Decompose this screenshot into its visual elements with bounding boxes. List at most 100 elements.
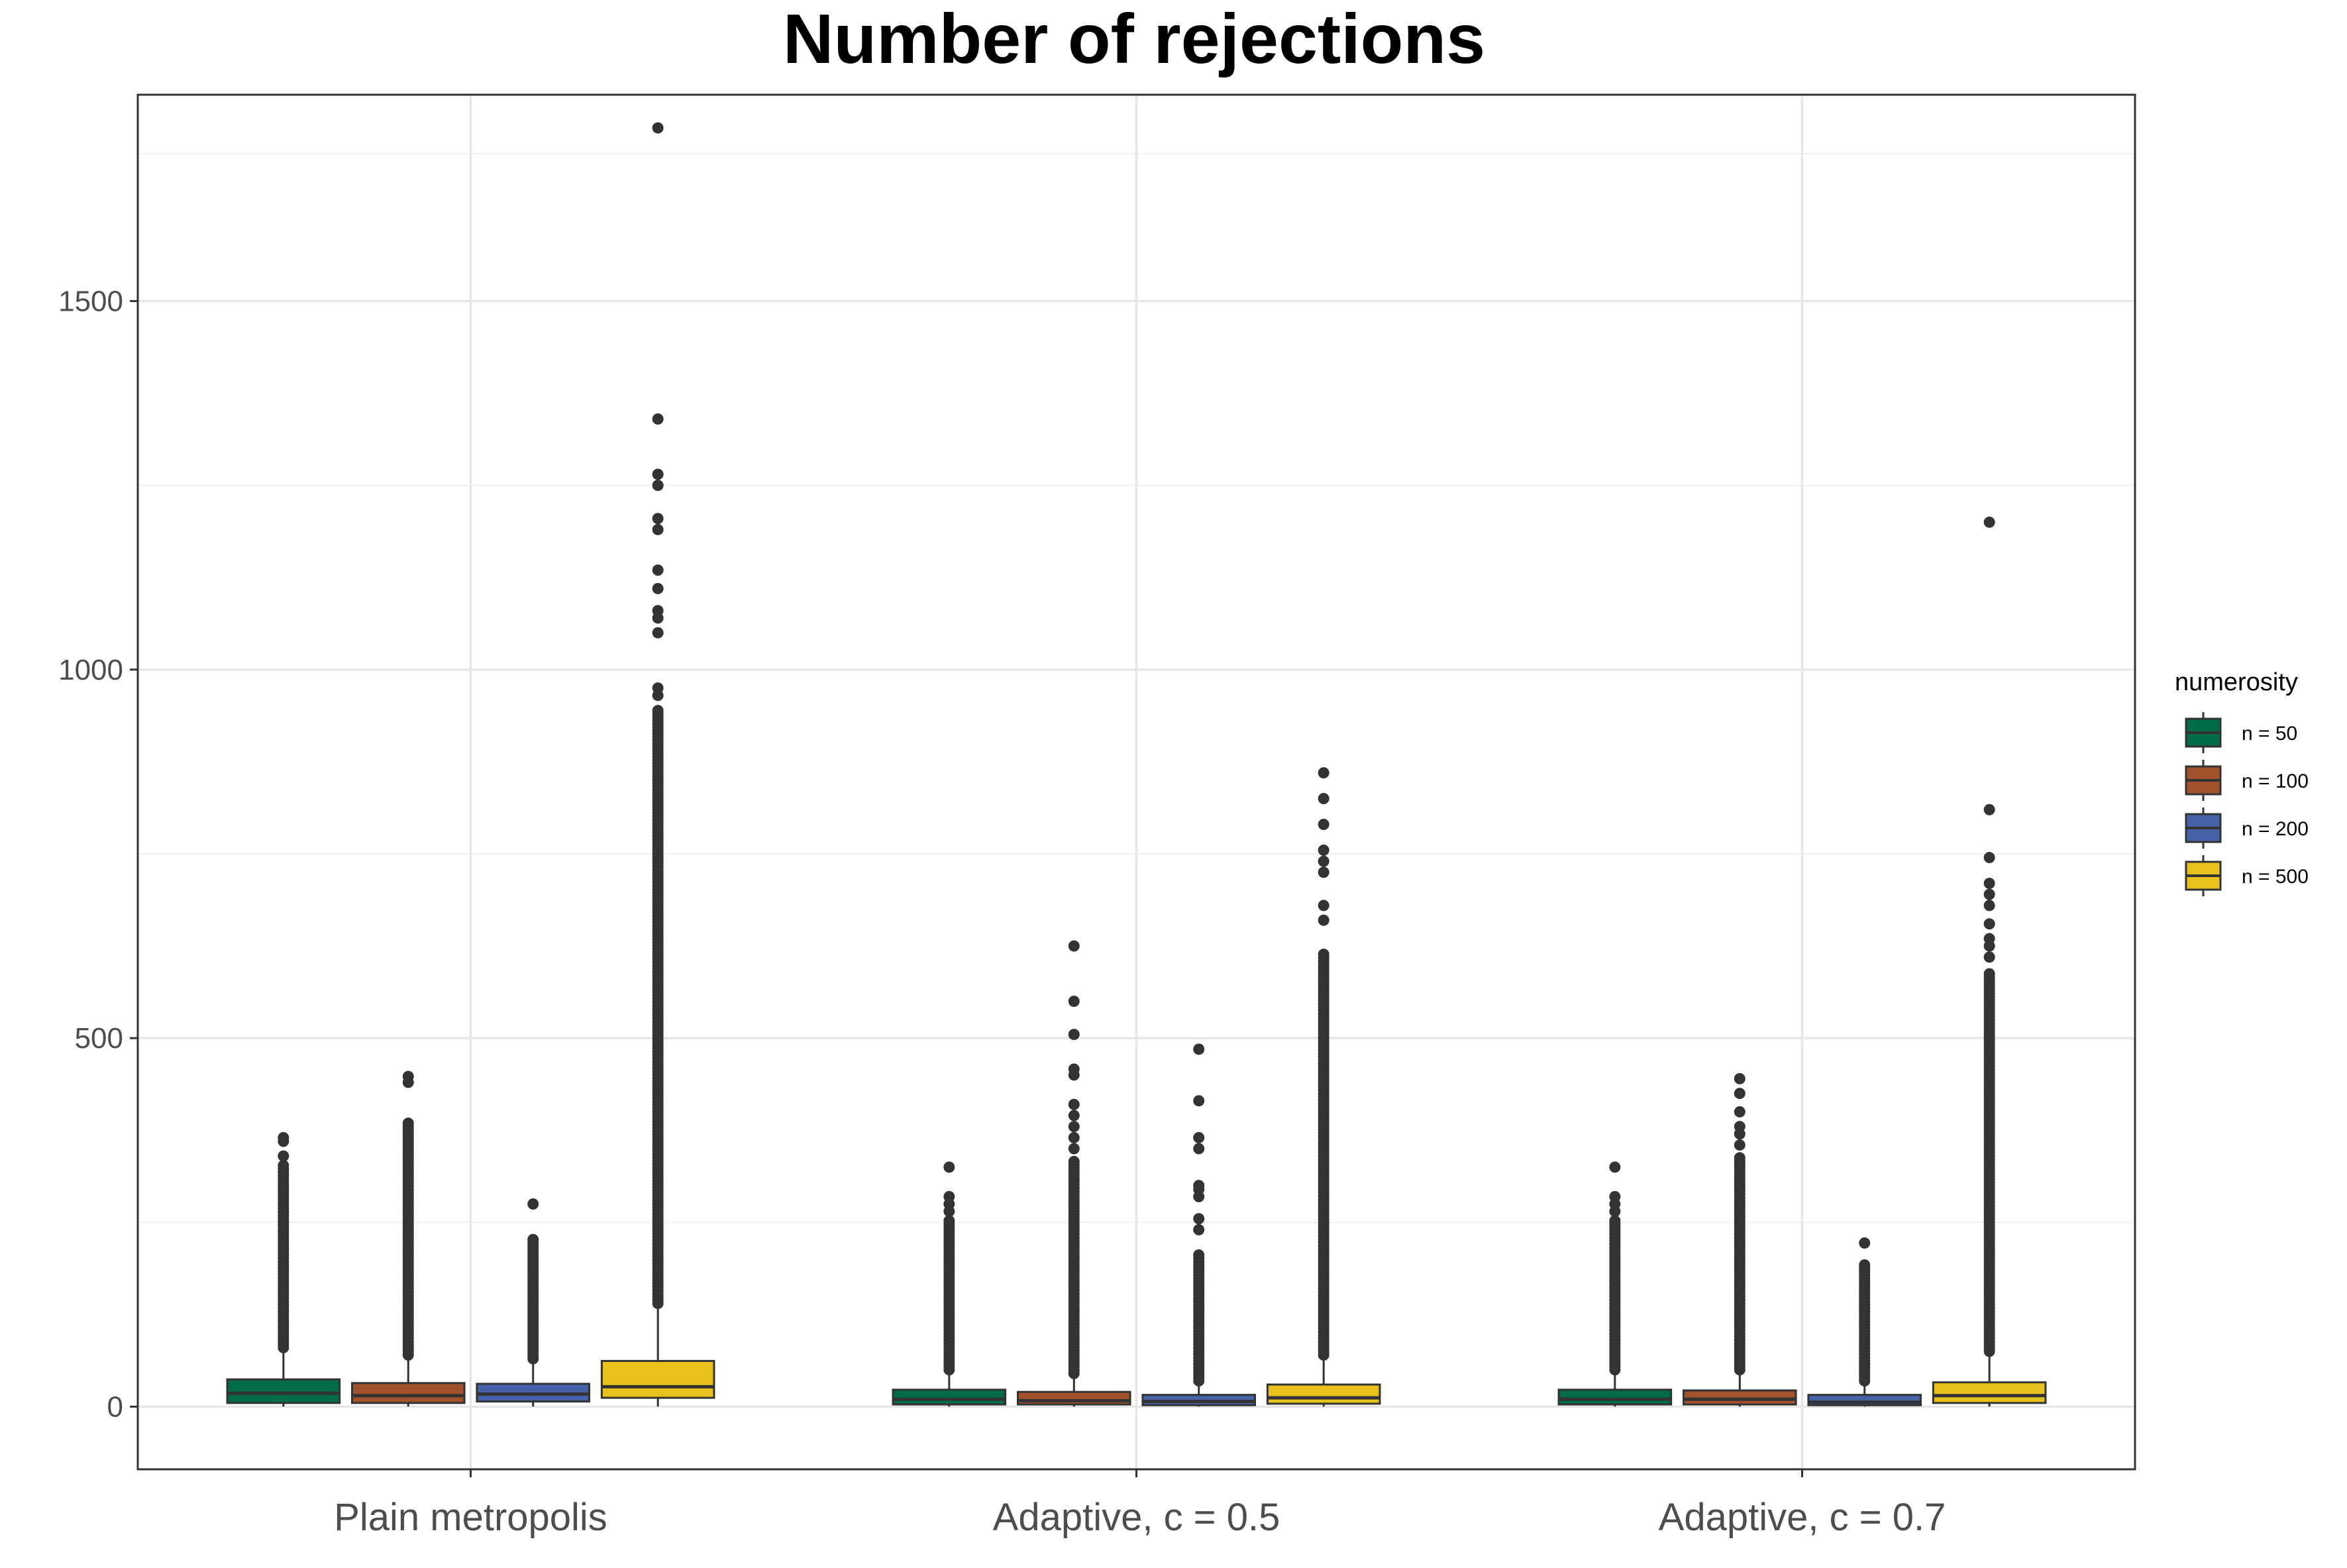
outlier-point bbox=[1193, 1224, 1205, 1235]
box bbox=[1682, 1072, 1797, 1407]
outlier-point bbox=[1983, 900, 1995, 912]
outlier-point bbox=[943, 1190, 955, 1202]
outlier-point bbox=[278, 1150, 289, 1162]
outlier-point bbox=[1318, 855, 1330, 867]
legend-label: n = 50 bbox=[2242, 723, 2297, 745]
legend-item: n = 200 bbox=[2185, 808, 2309, 849]
box bbox=[892, 1161, 1007, 1407]
box-body bbox=[600, 1359, 715, 1399]
legend-item: n = 100 bbox=[2185, 760, 2309, 801]
outlier-point bbox=[1983, 877, 1995, 889]
outlier-point bbox=[1068, 995, 1080, 1007]
outlier-point bbox=[652, 468, 664, 480]
outlier-point bbox=[652, 705, 664, 717]
series-n-100 bbox=[350, 940, 1797, 1407]
outlier-point bbox=[652, 513, 664, 525]
legend-title: numerosity bbox=[2175, 668, 2298, 696]
y-tick-label: 1000 bbox=[58, 654, 123, 686]
y-tick-label: 1500 bbox=[58, 286, 123, 318]
outlier-point bbox=[1734, 1072, 1746, 1084]
outlier-point bbox=[1068, 1063, 1080, 1075]
outlier-point bbox=[1859, 1237, 1871, 1249]
outlier-point bbox=[1983, 968, 1995, 980]
outlier-point bbox=[1859, 1259, 1871, 1271]
outlier-point bbox=[1193, 1043, 1205, 1055]
outlier-point bbox=[652, 605, 664, 617]
outlier-point bbox=[1318, 844, 1330, 856]
outlier-point bbox=[278, 1131, 289, 1143]
series-n-50 bbox=[226, 1131, 1673, 1407]
outlier-point bbox=[1609, 1161, 1621, 1173]
box-body bbox=[892, 1388, 1007, 1406]
outlier-point bbox=[1068, 1110, 1080, 1122]
legend-label: n = 200 bbox=[2242, 818, 2309, 840]
outlier-point bbox=[652, 627, 664, 639]
outlier-point bbox=[1193, 1095, 1205, 1107]
outlier-point bbox=[1983, 888, 1995, 900]
outlier-point bbox=[1983, 852, 1995, 864]
plot-panel bbox=[136, 93, 2136, 1471]
box-body bbox=[1932, 1381, 2047, 1404]
outlier-point bbox=[1734, 1139, 1746, 1151]
outlier-point bbox=[943, 1215, 955, 1227]
box bbox=[226, 1131, 341, 1407]
x-axis: Plain metropolis Adaptive, c = 0.5 Adaptiv… bbox=[334, 1469, 1946, 1539]
legend: numerosity n = 50 n = 100 n = 200 n = 500 bbox=[2175, 668, 2309, 896]
box bbox=[1266, 767, 1381, 1407]
outlier-point bbox=[1734, 1152, 1746, 1164]
outlier-point bbox=[1068, 1098, 1080, 1110]
outlier-point bbox=[1193, 1213, 1205, 1225]
box bbox=[350, 1071, 466, 1407]
y-axis: 0 500 1000 1500 bbox=[58, 286, 138, 1423]
outlier-point bbox=[527, 1198, 539, 1210]
outlier-point bbox=[1318, 949, 1330, 961]
outlier-point bbox=[1609, 1215, 1621, 1227]
series-n-200 bbox=[476, 1043, 1922, 1407]
legend-label: n = 100 bbox=[2242, 770, 2309, 792]
outlier-point bbox=[1068, 1131, 1080, 1143]
outlier-point bbox=[402, 1071, 414, 1082]
outlier-point bbox=[1193, 1143, 1205, 1155]
box-body bbox=[1266, 1383, 1381, 1405]
outlier-point bbox=[278, 1159, 289, 1171]
outlier-point bbox=[1983, 918, 1995, 930]
outlier-point bbox=[1068, 1029, 1080, 1041]
outlier-point bbox=[1193, 1249, 1205, 1261]
outlier-point bbox=[652, 582, 664, 594]
outlier-point bbox=[1609, 1190, 1621, 1202]
outlier-point bbox=[1983, 804, 1995, 815]
box bbox=[1016, 940, 1131, 1407]
outlier-point bbox=[1318, 793, 1330, 805]
outlier-point bbox=[652, 682, 664, 694]
box-body bbox=[1557, 1388, 1673, 1406]
series-n-500 bbox=[600, 122, 2047, 1407]
y-tick-label: 0 bbox=[107, 1390, 123, 1423]
legend-label: n = 500 bbox=[2242, 866, 2309, 888]
box-body bbox=[1682, 1389, 1797, 1406]
outlier-point bbox=[1318, 818, 1330, 830]
y-tick-label: 500 bbox=[75, 1022, 123, 1055]
outlier-point bbox=[1734, 1088, 1746, 1100]
outlier-point bbox=[1193, 1180, 1205, 1192]
outlier-point bbox=[943, 1161, 955, 1173]
box-body bbox=[1016, 1390, 1131, 1406]
x-tick-label: Plain metropolis bbox=[334, 1496, 607, 1539]
outlier-point bbox=[1734, 1121, 1746, 1133]
x-tick-label: Adaptive, c = 0.5 bbox=[993, 1496, 1280, 1539]
outlier-point bbox=[1068, 1121, 1080, 1133]
box bbox=[476, 1198, 591, 1407]
outlier-point bbox=[652, 413, 664, 425]
outlier-point bbox=[1318, 900, 1330, 912]
outlier-point bbox=[1068, 940, 1080, 952]
outlier-point bbox=[527, 1233, 539, 1245]
box-body bbox=[226, 1378, 341, 1404]
chart-title: Number of rejections bbox=[783, 0, 1485, 78]
legend-item: n = 500 bbox=[2185, 855, 2309, 896]
box bbox=[1807, 1237, 1922, 1407]
x-tick-label: Adaptive, c = 0.7 bbox=[1659, 1496, 1946, 1539]
outlier-point bbox=[402, 1118, 414, 1129]
outlier-point bbox=[652, 480, 664, 492]
outlier-point bbox=[1983, 951, 1995, 963]
box bbox=[1557, 1161, 1673, 1407]
